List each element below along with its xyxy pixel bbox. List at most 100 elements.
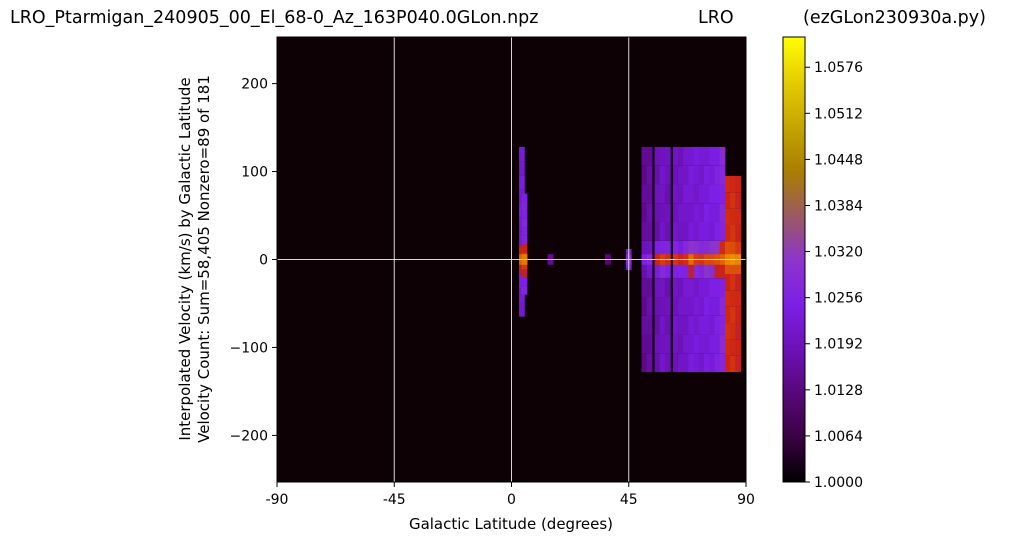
heatmap-cell — [735, 339, 741, 355]
heatmap-cell — [678, 316, 684, 335]
heatmap-cell — [647, 353, 653, 372]
heatmap-cell — [519, 175, 525, 189]
heatmap-cell — [647, 147, 653, 166]
heatmap-cell — [735, 225, 741, 241]
heatmap-cell — [688, 203, 694, 222]
heatmap-cell — [660, 147, 666, 166]
heatmap-cell — [683, 147, 689, 166]
heatmap-cell — [660, 222, 666, 241]
heatmap-cell — [688, 278, 694, 297]
heatmap-cell — [709, 353, 715, 372]
heatmap-cell — [655, 353, 661, 372]
heatmap-cell — [522, 269, 528, 277]
heatmap-cell — [699, 278, 705, 297]
colorbar-ticks: 1.00001.00641.01281.01921.02561.03201.03… — [805, 60, 863, 491]
y-tick-label: 200 — [241, 77, 268, 93]
heatmap-cell — [665, 316, 671, 335]
heatmap-cell — [642, 222, 648, 241]
heatmap-cell — [714, 222, 720, 241]
heatmap-cell — [720, 335, 726, 354]
heatmap-cell — [694, 147, 700, 166]
colorbar-tick-label: 1.0064 — [814, 429, 863, 445]
heatmap-cell — [725, 176, 731, 192]
heatmap-cell — [735, 290, 741, 306]
heatmap-cell — [725, 225, 731, 241]
heatmap-cell — [714, 203, 720, 222]
heatmap-cell — [699, 184, 705, 203]
heatmap-cell — [720, 316, 726, 335]
heatmap-cell — [655, 222, 661, 241]
heatmap-cell — [694, 184, 700, 203]
heatmap-cell — [730, 192, 736, 208]
heatmap-cell — [714, 335, 720, 354]
heatmap-cell — [665, 184, 671, 203]
heatmap-cell — [688, 353, 694, 372]
heatmap-column — [725, 176, 731, 372]
y-axis-label-line1: Interpolated Velocity (km/s) by Galactic… — [176, 77, 194, 440]
heatmap-cell — [704, 147, 710, 166]
colorbar-tick-label: 1.0000 — [814, 475, 863, 491]
heatmap-cell — [683, 353, 689, 372]
heatmap-cell — [660, 184, 666, 203]
heatmap-cell — [709, 335, 715, 354]
heatmap-cell — [709, 147, 715, 166]
heatmap-cell — [735, 176, 741, 192]
x-tick-label: -90 — [266, 492, 289, 508]
heatmap-cell — [522, 227, 528, 235]
colorbar-tick-label: 1.0128 — [814, 383, 863, 399]
y-tick-label: 0 — [259, 253, 268, 269]
heatmap-cell — [665, 278, 671, 297]
heatmap-cell — [730, 339, 736, 355]
heatmap-cell — [730, 290, 736, 306]
colorbar — [783, 37, 805, 482]
heatmap-cell — [660, 353, 666, 372]
heatmap-cell — [699, 353, 705, 372]
heatmap-cell — [522, 202, 528, 210]
heatmap-cell — [665, 353, 671, 372]
heatmap-cell — [704, 316, 710, 335]
heatmap-cell — [522, 286, 528, 294]
heatmap-cell — [735, 307, 741, 323]
heatmap-cell — [709, 166, 715, 185]
colorbar-tick-label: 1.0512 — [814, 106, 863, 122]
heatmap-cell — [730, 274, 736, 290]
heatmap-cell — [647, 297, 653, 316]
heatmap-cell — [704, 335, 710, 354]
heatmap-cell — [688, 297, 694, 316]
heatmap-cell — [688, 222, 694, 241]
heatmap-cell — [642, 335, 648, 354]
heatmap-cell — [655, 278, 661, 297]
y-tick-label: −100 — [230, 340, 268, 356]
heatmap-cell — [688, 335, 694, 354]
heatmap-cell — [714, 297, 720, 316]
heatmap-cell — [660, 335, 666, 354]
heatmap-cell — [655, 316, 661, 335]
heatmap-cell — [665, 166, 671, 185]
x-tick-label: 45 — [620, 492, 638, 508]
heatmap-cell — [665, 222, 671, 241]
heatmap-cell — [725, 307, 731, 323]
heatmap-cell — [678, 166, 684, 185]
heatmap-cell — [673, 335, 679, 354]
heatmap-cell — [522, 219, 528, 227]
x-tick-label: -45 — [383, 492, 406, 508]
heatmap-cell — [660, 203, 666, 222]
heatmap-cell — [688, 316, 694, 335]
heatmap-cell — [704, 203, 710, 222]
heatmap-cell — [694, 166, 700, 185]
heatmap-cell — [709, 278, 715, 297]
heatmap-cell — [714, 147, 720, 166]
heatmap-cell — [522, 194, 528, 202]
heatmap-cell — [714, 353, 720, 372]
y-tick-label: 100 — [241, 165, 268, 181]
heatmap-cell — [704, 278, 710, 297]
heatmap-cell — [665, 335, 671, 354]
heatmap-cell — [647, 222, 653, 241]
heatmap-cell — [735, 356, 741, 372]
y-axis: 200 100 0 −100 −200 — [230, 77, 277, 445]
colorbar-tick-label: 1.0448 — [814, 152, 863, 168]
heatmap-cell — [735, 323, 741, 339]
heatmap-cell — [647, 335, 653, 354]
heatmap-cell — [522, 236, 528, 244]
